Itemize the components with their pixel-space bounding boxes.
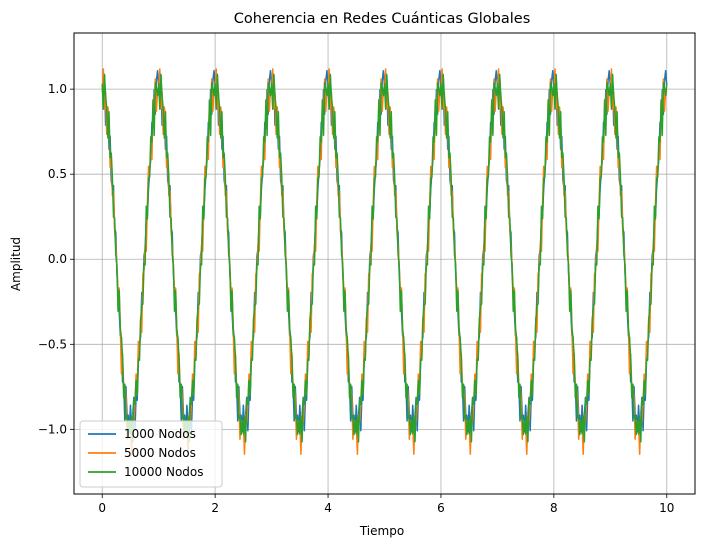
series-lines bbox=[101, 68, 668, 455]
x-tick-label: 10 bbox=[659, 501, 674, 515]
chart-title: Coherencia en Redes Cuánticas Globales bbox=[234, 11, 531, 27]
y-tick-label: −1.0 bbox=[38, 422, 67, 436]
x-tick-label: 6 bbox=[437, 501, 445, 515]
x-tick-label: 4 bbox=[324, 501, 332, 515]
y-tick-label: −0.5 bbox=[38, 337, 67, 351]
legend: 1000 Nodos 5000 Nodos 10000 Nodos bbox=[79, 420, 223, 488]
series-line-3 bbox=[101, 73, 668, 443]
legend-box bbox=[79, 420, 223, 488]
x-tick-label: 8 bbox=[550, 501, 558, 515]
x-tick-label: 2 bbox=[211, 501, 219, 515]
x-tick-label: 0 bbox=[98, 501, 106, 515]
legend-label: 10000 Nodos bbox=[124, 465, 204, 479]
legend-label: 1000 Nodos bbox=[124, 427, 196, 441]
x-axis-label: Tiempo bbox=[359, 524, 404, 538]
y-tick-label: 0.0 bbox=[48, 252, 67, 266]
y-tick-label: 0.5 bbox=[48, 167, 67, 181]
plot-frame bbox=[73, 32, 696, 495]
y-tick-label: 1.0 bbox=[48, 82, 67, 96]
axis-ticks: 0 2 4 6 8 10 −1.0 −0.5 0.0 0.5 1.0 bbox=[38, 82, 675, 515]
y-axis-label: Amplitud bbox=[9, 237, 23, 291]
legend-label: 5000 Nodos bbox=[124, 446, 196, 460]
